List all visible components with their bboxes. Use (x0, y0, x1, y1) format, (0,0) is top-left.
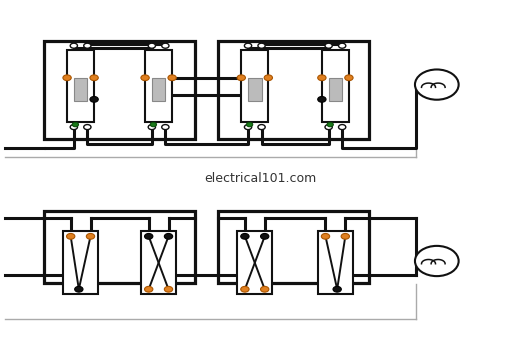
Bar (241, 50, 268, 122)
Circle shape (325, 125, 332, 130)
Circle shape (162, 125, 169, 130)
Circle shape (333, 287, 341, 292)
Bar (63, 231, 98, 294)
Circle shape (264, 75, 272, 81)
Circle shape (150, 122, 157, 127)
Circle shape (145, 287, 153, 292)
Bar (44, 211, 195, 283)
Bar (74, 78, 87, 101)
Circle shape (258, 43, 265, 48)
Circle shape (244, 43, 252, 48)
Circle shape (168, 75, 176, 81)
Circle shape (90, 75, 98, 81)
Bar (218, 211, 369, 283)
Circle shape (84, 125, 91, 130)
Circle shape (261, 287, 269, 292)
Circle shape (258, 125, 265, 130)
Circle shape (164, 287, 173, 292)
Bar (318, 231, 353, 294)
Circle shape (164, 234, 173, 239)
Circle shape (327, 122, 333, 127)
Bar (329, 78, 342, 101)
Circle shape (415, 69, 459, 100)
Circle shape (72, 122, 79, 127)
Bar (152, 78, 165, 101)
Circle shape (341, 234, 349, 239)
Circle shape (318, 75, 326, 81)
Circle shape (70, 125, 77, 130)
Bar (322, 50, 349, 122)
Circle shape (145, 234, 153, 239)
Circle shape (339, 125, 346, 130)
Circle shape (318, 96, 326, 102)
Bar (248, 78, 262, 101)
Circle shape (415, 246, 459, 276)
Circle shape (75, 287, 83, 292)
Circle shape (162, 43, 169, 48)
Circle shape (141, 75, 149, 81)
Circle shape (246, 122, 253, 127)
Circle shape (244, 125, 252, 130)
Circle shape (321, 234, 330, 239)
Bar (141, 231, 176, 294)
Circle shape (325, 43, 332, 48)
Circle shape (67, 234, 75, 239)
Circle shape (345, 75, 353, 81)
Circle shape (63, 75, 71, 81)
Bar (67, 50, 94, 122)
Bar (145, 50, 172, 122)
Circle shape (148, 125, 155, 130)
Bar (237, 231, 272, 294)
Circle shape (241, 287, 249, 292)
Circle shape (148, 43, 155, 48)
Circle shape (90, 96, 98, 102)
Bar (44, 41, 195, 139)
Circle shape (339, 43, 346, 48)
Circle shape (86, 234, 95, 239)
Circle shape (70, 43, 77, 48)
Circle shape (237, 75, 245, 81)
Circle shape (261, 234, 269, 239)
Text: electrical101.com: electrical101.com (204, 172, 316, 185)
Circle shape (84, 43, 91, 48)
Circle shape (241, 234, 249, 239)
Bar (218, 41, 369, 139)
